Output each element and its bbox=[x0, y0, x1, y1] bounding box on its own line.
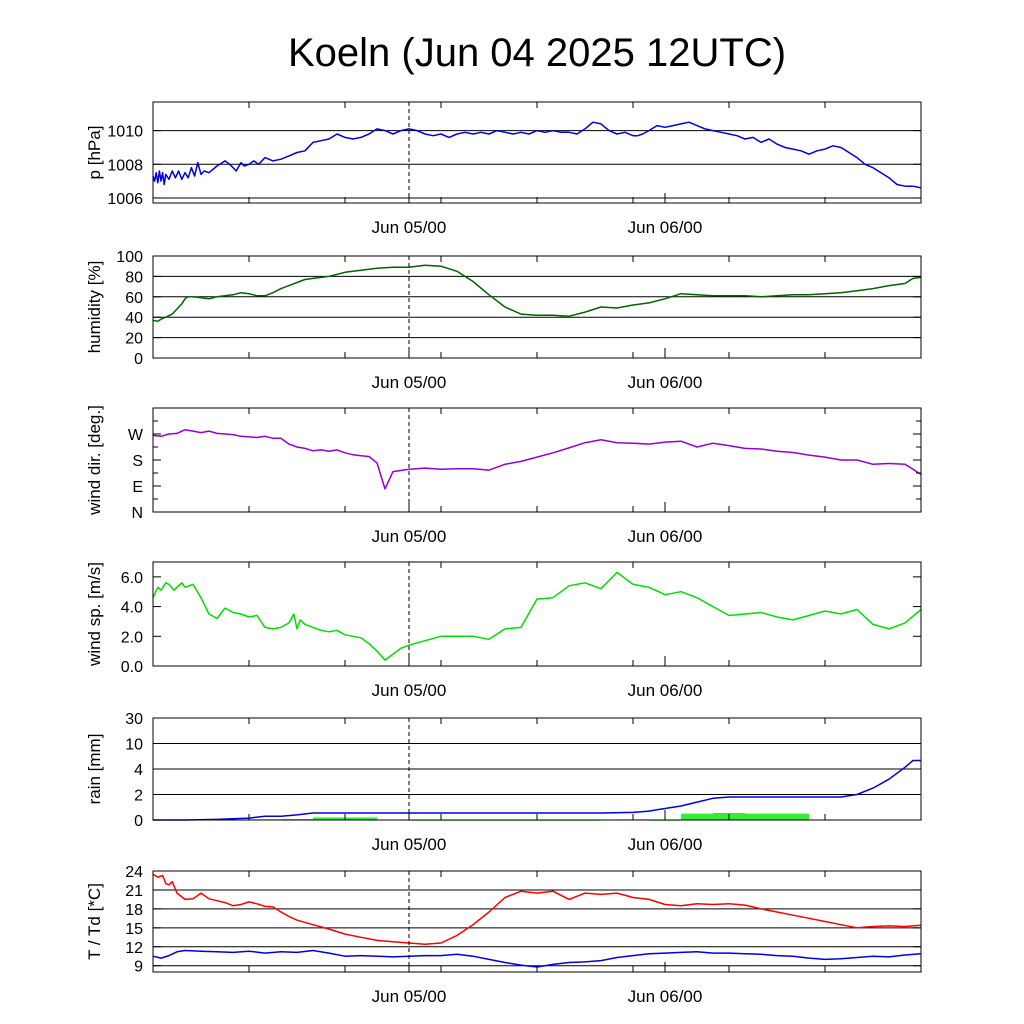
x-tick-label: Jun 05/00 bbox=[372, 527, 447, 546]
y-axis-label-pressure: p [hPa] bbox=[85, 126, 104, 180]
y-tick-label: 30 bbox=[125, 711, 143, 728]
rain-bar bbox=[681, 813, 713, 820]
series-line-temperature_dewpoint-T bbox=[152, 873, 922, 945]
rain-bar bbox=[777, 813, 809, 820]
y-tick-label: 40 bbox=[125, 310, 143, 327]
y-tick-label: 4 bbox=[134, 762, 143, 779]
y-tick-label: 1008 bbox=[107, 157, 143, 174]
rain-bar bbox=[745, 813, 777, 820]
y-tick-label: 24 bbox=[125, 864, 143, 881]
y-tick-label: 6.0 bbox=[121, 570, 143, 587]
y-axis-label-wind_direction: wind dir. [deg.] bbox=[85, 405, 104, 516]
y-axis-label-humidity: humidity [%] bbox=[85, 261, 104, 354]
series-line-wind_speed bbox=[152, 571, 922, 661]
x-tick-label: Jun 05/00 bbox=[372, 681, 447, 700]
y-tick-label: 12 bbox=[125, 940, 143, 957]
x-tick-label: Jun 05/00 bbox=[372, 373, 447, 392]
y-tick-label: W bbox=[128, 427, 144, 444]
panel-frame-wind_speed bbox=[152, 561, 922, 667]
x-tick-label: Jun 05/00 bbox=[372, 218, 447, 237]
series-line-pressure bbox=[152, 121, 922, 189]
y-tick-label: 10 bbox=[125, 737, 143, 754]
panel-frame-temperature_dewpoint bbox=[152, 870, 922, 973]
y-tick-label: 0.0 bbox=[121, 659, 143, 676]
y-tick-label: 1006 bbox=[107, 191, 143, 208]
y-tick-label: E bbox=[132, 479, 143, 496]
x-tick-label: Jun 06/00 bbox=[628, 373, 703, 392]
y-axis-label-rain: rain [mm] bbox=[85, 734, 104, 805]
x-tick-label: Jun 06/00 bbox=[628, 218, 703, 237]
x-tick-label: Jun 05/00 bbox=[372, 835, 447, 854]
y-tick-label: 15 bbox=[125, 921, 143, 938]
y-tick-label: 18 bbox=[125, 902, 143, 919]
y-tick-label: S bbox=[132, 453, 143, 470]
series-line-wind_direction bbox=[152, 428, 922, 490]
y-axis-label-temperature_dewpoint: T / Td [*C] bbox=[85, 883, 104, 960]
y-tick-label: 60 bbox=[125, 290, 143, 307]
y-tick-label: 80 bbox=[125, 269, 143, 286]
series-line-temperature_dewpoint-Td bbox=[152, 949, 922, 968]
y-tick-label: 100 bbox=[116, 249, 143, 266]
y-tick-label: 4.0 bbox=[121, 600, 143, 617]
y-tick-label: 1010 bbox=[107, 124, 143, 141]
y-tick-label: N bbox=[131, 505, 143, 522]
chart-title: Koeln (Jun 04 2025 12UTC) bbox=[288, 31, 786, 75]
x-tick-label: Jun 06/00 bbox=[628, 987, 703, 1006]
series-line-humidity bbox=[152, 264, 922, 323]
panel-frame-wind_direction bbox=[152, 407, 922, 513]
x-tick-label: Jun 05/00 bbox=[372, 987, 447, 1006]
y-tick-label: 9 bbox=[134, 959, 143, 976]
rain-bar bbox=[345, 817, 377, 820]
panel-frame-humidity bbox=[152, 255, 922, 359]
y-tick-label: 2.0 bbox=[121, 629, 143, 646]
y-tick-label: 0 bbox=[134, 813, 143, 830]
y-tick-label: 2 bbox=[134, 788, 143, 805]
x-tick-label: Jun 06/00 bbox=[628, 681, 703, 700]
y-tick-label: 21 bbox=[125, 883, 143, 900]
y-tick-label: 20 bbox=[125, 331, 143, 348]
y-axis-label-wind_speed: wind sp. [m/s] bbox=[85, 562, 104, 667]
rain-bar bbox=[313, 817, 345, 820]
x-tick-label: Jun 06/00 bbox=[628, 527, 703, 546]
series-line-rain bbox=[153, 759, 921, 821]
x-tick-label: Jun 06/00 bbox=[628, 835, 703, 854]
y-tick-label: 0 bbox=[134, 351, 143, 368]
